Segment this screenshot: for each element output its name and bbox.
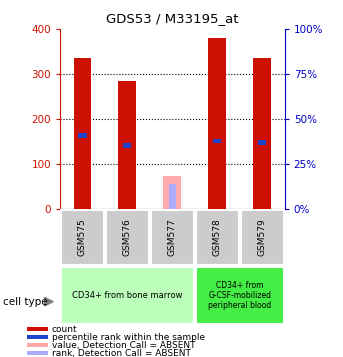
Bar (196, 210, 239, 265)
Text: GSM579: GSM579 (258, 218, 267, 256)
Text: GSM577: GSM577 (168, 218, 177, 256)
Bar (27, 351, 48, 355)
Bar (151, 210, 194, 265)
Bar (163, 176, 181, 209)
Bar (61, 210, 104, 265)
Bar (27, 335, 48, 339)
Bar (123, 144, 131, 148)
Polygon shape (45, 297, 53, 306)
Bar (213, 139, 221, 144)
Text: cell type: cell type (3, 297, 48, 307)
Bar (61, 267, 194, 324)
Text: CD34+ from
G-CSF-mobilized
peripheral blood: CD34+ from G-CSF-mobilized peripheral bl… (208, 281, 271, 310)
Bar (253, 58, 271, 209)
Bar (73, 58, 92, 209)
Text: rank, Detection Call = ABSENT: rank, Detection Call = ABSENT (52, 349, 191, 357)
Bar (27, 327, 48, 331)
Bar (258, 140, 266, 145)
Bar (27, 343, 48, 347)
Bar (196, 267, 284, 324)
Bar (169, 184, 176, 209)
Text: CD34+ from bone marrow: CD34+ from bone marrow (72, 291, 183, 300)
Text: GSM575: GSM575 (78, 218, 87, 256)
Bar (208, 37, 226, 209)
Text: count: count (52, 325, 78, 333)
Text: GSM576: GSM576 (123, 218, 132, 256)
Bar (241, 210, 284, 265)
Text: GSM578: GSM578 (213, 218, 222, 256)
Bar (106, 210, 149, 265)
Bar (118, 81, 137, 209)
Text: percentile rank within the sample: percentile rank within the sample (52, 333, 205, 342)
Title: GDS53 / M33195_at: GDS53 / M33195_at (106, 12, 239, 25)
Bar (79, 133, 86, 138)
Text: value, Detection Call = ABSENT: value, Detection Call = ABSENT (52, 341, 195, 350)
